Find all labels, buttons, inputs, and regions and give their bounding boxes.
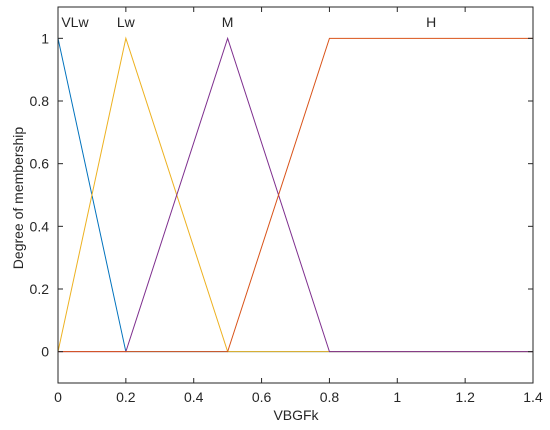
x-tick-label: 0.6	[252, 389, 272, 405]
y-tick-label: 1	[41, 30, 49, 46]
x-tick-label: 1	[393, 389, 401, 405]
x-tick-label: 0.2	[116, 389, 136, 405]
y-tick-label: 0.6	[30, 156, 50, 172]
series-labels: VLw Lw M H	[61, 14, 436, 30]
series-label-lw: Lw	[117, 14, 136, 30]
y-tick-label: 0	[41, 344, 49, 360]
x-tick-label: 1.4	[523, 389, 543, 405]
x-tick-label: 0	[54, 389, 62, 405]
plot-area	[58, 7, 533, 383]
x-tick-label: 0.8	[320, 389, 340, 405]
x-tick-label: 0.4	[184, 389, 204, 405]
x-axis-title: VBGFk	[273, 407, 319, 423]
x-tick-label: 1.2	[455, 389, 475, 405]
series-line-h	[58, 37, 533, 353]
series-label-vlw: VLw	[61, 14, 89, 30]
series-group	[57, 36, 533, 353]
series-label-h: H	[426, 14, 436, 30]
axes-frame	[57, 6, 534, 384]
axes-group: 0 0.2 0.4 0.6 0.8 1 1.2 1.4 0 0.2 0.4 0.6 0.8 1	[30, 6, 543, 405]
y-tick-label: 0.2	[30, 281, 50, 297]
plot-background	[58, 7, 533, 383]
y-tick-label: 0.8	[30, 93, 50, 109]
y-tick-label: 0.4	[30, 218, 50, 234]
series-label-m: M	[222, 14, 234, 30]
y-axis-title: Degree of membership	[10, 127, 26, 270]
